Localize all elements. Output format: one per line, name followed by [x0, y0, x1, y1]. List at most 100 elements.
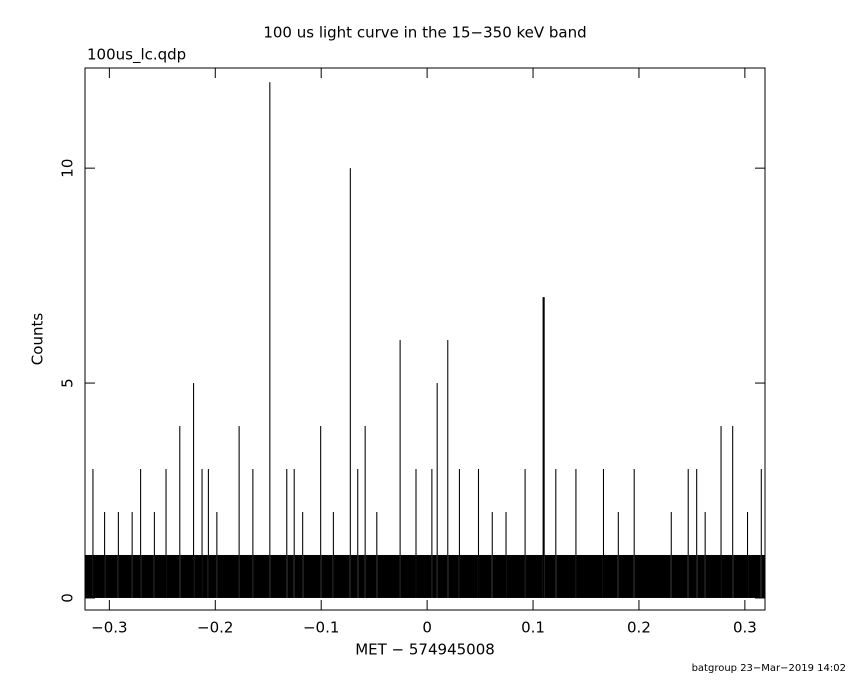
x-tick-label: −0.2 [197, 619, 233, 637]
bin-bar [604, 554, 618, 598]
bin-bar [633, 469, 635, 598]
chart-title: 100 us light curve in the 15−350 keV ban… [263, 24, 586, 42]
bin-bar [358, 554, 365, 598]
bin-bar [132, 554, 141, 598]
bin-bar [399, 340, 401, 598]
bin-bar [166, 554, 180, 598]
bin-bar [575, 469, 577, 598]
bin-bar [377, 554, 400, 598]
bin-bar [447, 340, 449, 598]
bin-bar [458, 469, 460, 598]
bin-bar [105, 554, 118, 598]
x-tick-label: 0.1 [521, 619, 545, 637]
bin-bar [239, 554, 253, 598]
bin-bar [448, 554, 459, 598]
bin-bar [293, 469, 295, 598]
bin-bar [556, 554, 576, 598]
bin-bar [85, 554, 93, 598]
bin-bar [118, 554, 132, 598]
bin-bar [720, 426, 722, 598]
bin-bar [252, 469, 254, 598]
bin-bar [436, 383, 438, 598]
bin-bar [748, 554, 761, 598]
bin-bar [732, 426, 734, 598]
x-tick-label: −0.3 [91, 619, 127, 637]
bin-bar [415, 469, 417, 598]
y-tick-label: 0 [59, 593, 77, 603]
bin-bar [287, 554, 294, 598]
bin-bar [286, 469, 288, 598]
bin-bar [477, 469, 480, 598]
plot-frame [84, 67, 766, 611]
bin-bar [544, 554, 556, 598]
bin-bar [104, 512, 106, 598]
bin-bar [92, 469, 94, 598]
chart-subtitle: 100us_lc.qdp [87, 46, 186, 65]
bin-bar [194, 554, 202, 598]
bin-bar [400, 554, 416, 598]
bin-bar [270, 554, 287, 598]
x-tick-label: 0.2 [627, 619, 651, 637]
bin-bar [238, 426, 240, 598]
bin-bar [332, 512, 334, 598]
bin-bar [357, 469, 359, 598]
bin-bar [253, 554, 270, 598]
bin-bar [479, 554, 492, 598]
bin-bar [761, 554, 765, 598]
bin-bar [704, 512, 706, 598]
x-tick-label: −0.1 [303, 619, 339, 637]
bin-bar [294, 554, 303, 598]
bin-bar [670, 512, 672, 598]
bin-bar [207, 469, 209, 598]
bin-bar [333, 554, 350, 598]
bin-bar [141, 554, 154, 598]
bin-bar [432, 554, 437, 598]
bin-bar [431, 469, 433, 598]
x-axis-label: MET − 574945008 [355, 641, 495, 659]
bin-bar [492, 554, 506, 598]
bin-bar [505, 512, 507, 598]
y-axis-label: Counts [29, 313, 47, 366]
x-tick-label: 0 [422, 619, 432, 637]
bin-bar [618, 554, 634, 598]
bin-bar [555, 469, 557, 598]
bin-bar [201, 469, 203, 598]
bin-bar [350, 554, 358, 598]
bin-bar [634, 554, 671, 598]
bin-bar [208, 554, 217, 598]
bin-bar [416, 554, 432, 598]
bin-bar [216, 512, 218, 598]
bin-bar [746, 512, 749, 598]
bin-bar [437, 554, 448, 598]
bin-bar [321, 554, 333, 598]
bin-bar [193, 383, 195, 598]
bin-bar [733, 554, 747, 598]
bin-bar [687, 469, 689, 598]
footer: batgroup 23−Mar−2019 14:02 [692, 663, 846, 674]
bin-bar [154, 554, 166, 598]
bin-bar [117, 512, 119, 598]
bin-bar [671, 554, 688, 598]
bin-bar [576, 554, 603, 598]
bin-bar [217, 554, 239, 598]
bin-bar [760, 469, 762, 598]
bin-bar [202, 554, 208, 598]
bin-bar [180, 554, 194, 598]
bin-bar [153, 512, 155, 598]
y-tick-label: 10 [59, 159, 77, 178]
bin-bar [303, 554, 321, 598]
bin-bar [525, 554, 543, 598]
bin-bar [93, 554, 105, 598]
bin-bar [696, 469, 698, 598]
bin-bar [697, 554, 705, 598]
bin-bar [459, 554, 478, 598]
bin-bar [349, 168, 351, 598]
bin-bar [721, 554, 733, 598]
bin-bar [506, 554, 525, 598]
bin-bar [705, 554, 721, 598]
bin-bar [542, 297, 545, 598]
y-tick-label: 5 [59, 378, 77, 388]
bin-bar [491, 512, 493, 598]
bin-bar [302, 512, 304, 598]
